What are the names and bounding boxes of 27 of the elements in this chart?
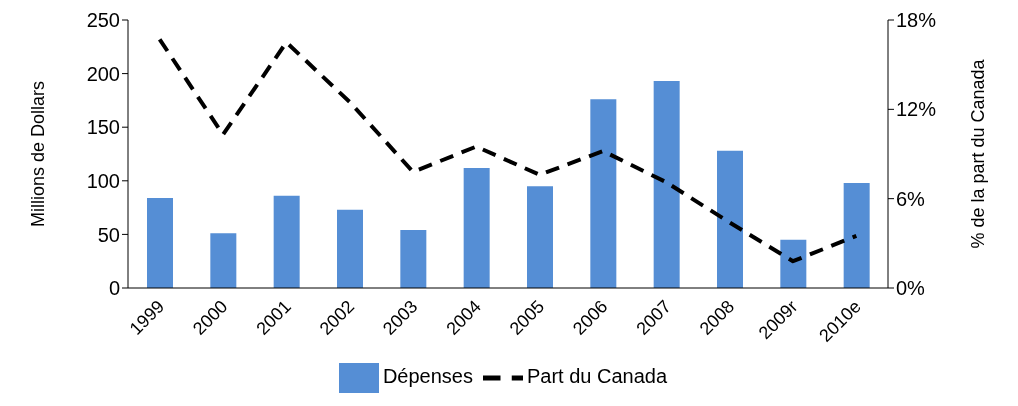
y2-tick-label: 6% [896, 187, 926, 210]
y-tick-label: 200 [86, 62, 120, 85]
bar [843, 182, 870, 288]
y-tick-label: 150 [86, 116, 120, 139]
y-tick-label: 250 [86, 9, 120, 32]
line-series [157, 37, 859, 264]
y-axis-title: Millions de Dollars [28, 80, 49, 228]
y2-tick-label: 12% [896, 98, 937, 121]
y2-tick-label: 18% [896, 9, 937, 32]
bar [273, 195, 300, 288]
bar [527, 186, 553, 288]
bar [337, 209, 363, 288]
bar [780, 239, 807, 288]
y2-tick-label: 0% [896, 277, 926, 300]
bar [463, 167, 490, 288]
bar [590, 99, 617, 288]
y2-axis-title: % de la part du Canada [968, 58, 989, 249]
y-tick-label: 50 [97, 223, 120, 246]
bar [653, 81, 680, 288]
bar [147, 197, 173, 288]
y-tick-label: 100 [86, 169, 120, 192]
bar [717, 150, 743, 288]
bar [210, 233, 237, 288]
legend-label: Dépenses [382, 365, 473, 388]
bar [400, 230, 427, 288]
legend-label: Part du Canada [526, 365, 668, 388]
y-tick-label: 0 [108, 277, 120, 300]
